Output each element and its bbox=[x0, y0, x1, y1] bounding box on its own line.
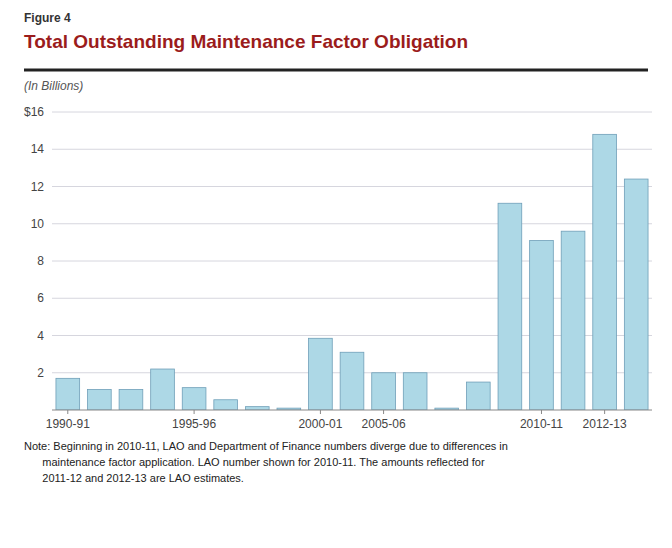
x-tick bbox=[383, 410, 384, 414]
bar bbox=[182, 388, 206, 410]
bar bbox=[624, 179, 648, 410]
x-axis bbox=[52, 410, 652, 411]
x-tick bbox=[541, 410, 542, 414]
x-tick-label: 2000-01 bbox=[298, 417, 342, 431]
x-tick bbox=[194, 410, 195, 414]
bar bbox=[530, 241, 554, 410]
bar bbox=[88, 390, 112, 410]
title: Total Outstanding Maintenance Factor Obl… bbox=[24, 31, 468, 52]
x-tick bbox=[604, 410, 605, 414]
x-tick-label: 1995-96 bbox=[172, 417, 216, 431]
grid-line bbox=[52, 112, 652, 113]
y-tick-label: 6 bbox=[37, 291, 44, 305]
grid-line bbox=[52, 186, 652, 187]
figure-label: Figure 4 bbox=[24, 11, 71, 25]
y-tick-label: 14 bbox=[31, 142, 45, 156]
y-tick-label: 2 bbox=[37, 366, 44, 380]
subtitle: (In Billions) bbox=[24, 79, 83, 93]
x-tick-label: 2012-13 bbox=[583, 417, 627, 431]
x-tick-label: 2010-11 bbox=[520, 417, 563, 431]
bar bbox=[403, 373, 427, 410]
bar bbox=[309, 338, 333, 410]
grid-line bbox=[52, 149, 652, 150]
y-tick-label: 10 bbox=[31, 217, 45, 231]
separator bbox=[24, 69, 648, 72]
y-tick-label: 8 bbox=[37, 254, 44, 268]
x-tick bbox=[67, 410, 68, 414]
y-tick-label: 12 bbox=[31, 180, 45, 194]
y-tick-label: $16 bbox=[24, 105, 44, 119]
bar bbox=[372, 373, 396, 410]
bar bbox=[340, 352, 364, 410]
chart: Figure 4 Total Outstanding Maintenance Fa… bbox=[0, 0, 672, 548]
bars bbox=[56, 134, 648, 410]
y-tick-label: 4 bbox=[37, 329, 44, 343]
bar bbox=[498, 203, 522, 410]
x-tick-label: 2005-06 bbox=[362, 417, 406, 431]
x-tick bbox=[320, 410, 321, 414]
bar bbox=[151, 369, 175, 410]
bar bbox=[466, 382, 490, 410]
grid-line bbox=[52, 223, 652, 224]
note: Note: Beginning in 2010-11, LAO and Depa… bbox=[24, 440, 508, 484]
note-line: maintenance factor application. LAO numb… bbox=[24, 456, 485, 468]
note-line: Note: Beginning in 2010-11, LAO and Depa… bbox=[24, 440, 508, 452]
bar bbox=[119, 390, 143, 410]
x-tick-label: 1990-91 bbox=[46, 417, 90, 431]
bar bbox=[593, 134, 617, 410]
bar bbox=[214, 400, 238, 410]
bar bbox=[561, 231, 585, 410]
bar bbox=[245, 407, 269, 410]
bar bbox=[56, 378, 80, 410]
note-line: 2011-12 and 2012-13 are LAO estimates. bbox=[24, 472, 244, 484]
